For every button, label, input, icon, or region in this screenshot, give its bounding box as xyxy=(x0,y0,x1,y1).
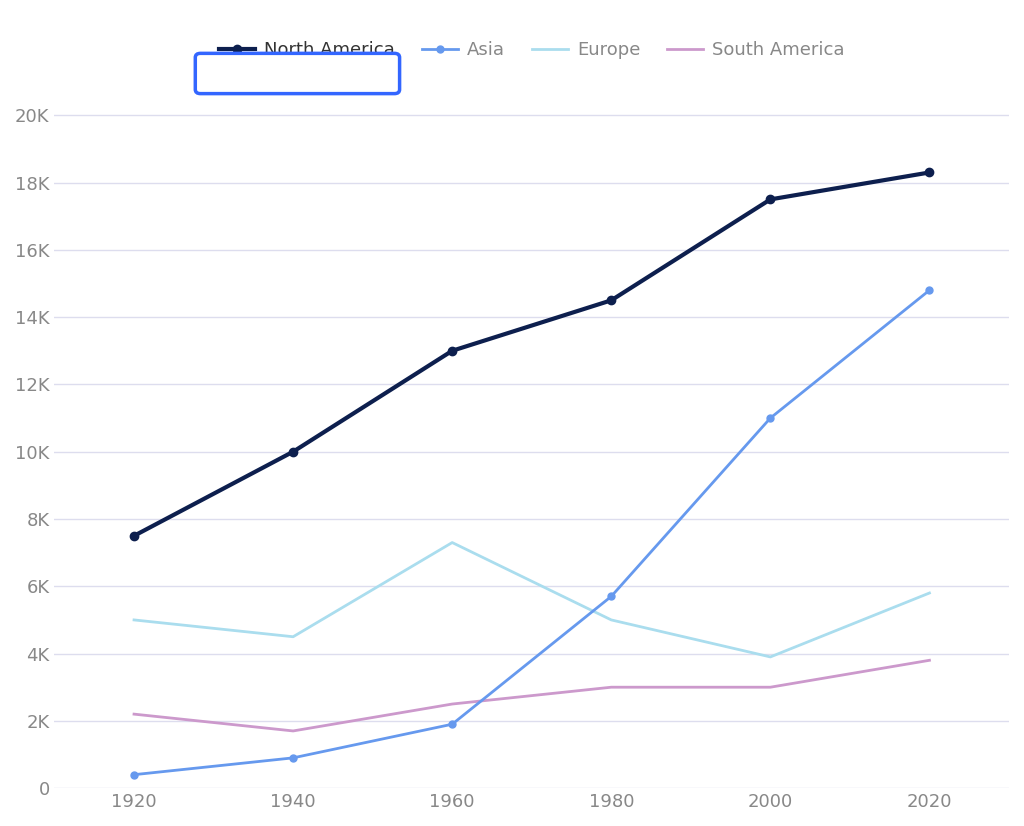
Legend: North America, Asia, Europe, South America: North America, Asia, Europe, South Ameri… xyxy=(211,34,852,67)
